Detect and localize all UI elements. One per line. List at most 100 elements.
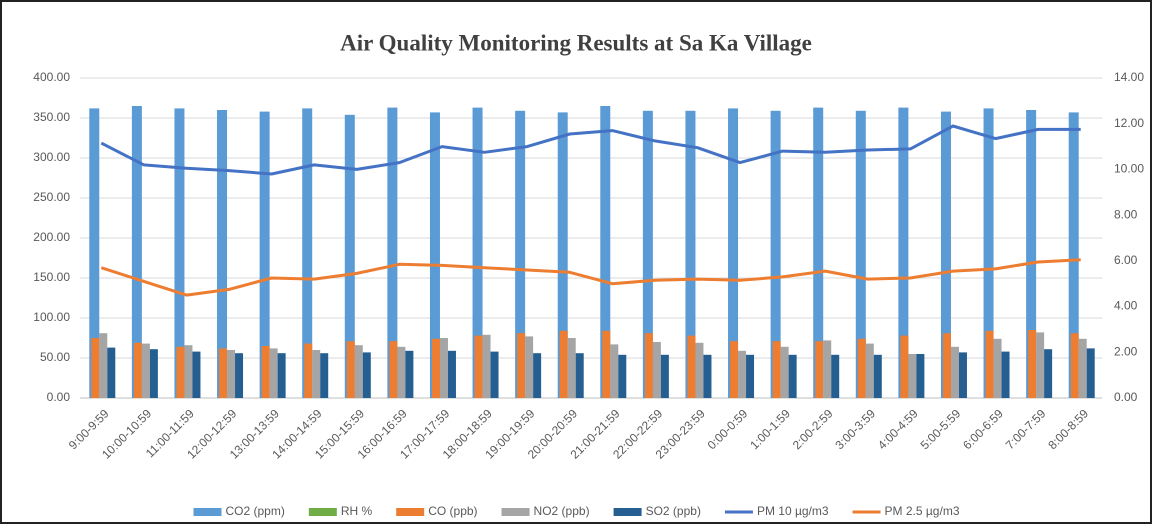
bar <box>515 110 526 399</box>
legend-label: NO2 (ppb) <box>534 504 590 518</box>
bar <box>993 338 1002 398</box>
y-tick-label: 400.00 <box>33 70 70 84</box>
bar <box>141 343 150 398</box>
bar <box>788 354 797 398</box>
bar <box>133 342 142 398</box>
y-tick-label: 350.00 <box>33 110 70 124</box>
bar <box>431 338 440 398</box>
bar <box>176 346 185 398</box>
bar <box>302 108 313 399</box>
bar <box>1068 112 1079 399</box>
bar <box>397 346 406 398</box>
bar <box>472 107 483 398</box>
bar <box>958 352 967 398</box>
bar <box>261 346 270 398</box>
bar <box>320 353 329 398</box>
legend-swatch <box>396 508 425 516</box>
bar <box>91 338 100 398</box>
bar <box>942 333 951 398</box>
bar <box>813 107 824 398</box>
bar <box>131 106 142 398</box>
bar <box>217 110 228 398</box>
y2-tick-label: 6.00 <box>1114 253 1138 267</box>
bar <box>227 350 236 398</box>
bar <box>192 351 201 398</box>
bar <box>517 333 526 398</box>
bar <box>1001 351 1010 398</box>
bar <box>312 350 321 398</box>
bar <box>940 111 951 398</box>
bar <box>950 346 959 398</box>
bar <box>1070 333 1079 398</box>
bar <box>474 335 483 398</box>
bar <box>983 108 994 399</box>
y-tick-label: 0.00 <box>47 390 71 404</box>
legend-swatch <box>613 508 642 516</box>
bar <box>703 354 712 398</box>
bar <box>857 338 866 398</box>
bar <box>1078 338 1087 398</box>
bar <box>823 340 832 398</box>
legend-swatch <box>308 508 337 516</box>
bar <box>730 341 739 398</box>
bar <box>610 344 619 398</box>
bar <box>855 110 866 399</box>
bar <box>746 354 755 398</box>
bar <box>269 348 278 398</box>
bar <box>99 333 108 398</box>
bar <box>575 353 584 398</box>
bar <box>557 112 568 399</box>
bar <box>1036 332 1045 398</box>
legend-label: CO2 (ppm) <box>226 504 285 518</box>
bar <box>482 334 491 398</box>
legend-label: RH % <box>341 504 373 518</box>
bar <box>439 338 448 398</box>
bar <box>695 342 704 398</box>
y2-tick-label: 8.00 <box>1114 207 1138 221</box>
bar <box>447 350 456 398</box>
bar <box>1044 349 1053 398</box>
bar <box>533 353 542 398</box>
bar <box>346 341 355 398</box>
y2-tick-label: 2.00 <box>1114 344 1138 358</box>
y2-tick-label: 0.00 <box>1114 390 1138 404</box>
bar <box>685 110 696 399</box>
legend-swatch <box>501 508 530 516</box>
bar <box>567 338 576 398</box>
y-tick-label: 100.00 <box>33 310 70 324</box>
chart-title: Air Quality Monitoring Results at Sa Ka … <box>340 30 812 55</box>
y2-tick-label: 10.00 <box>1114 162 1144 176</box>
bar <box>831 354 840 398</box>
bar <box>687 335 696 398</box>
bar <box>525 336 534 398</box>
bar <box>304 343 313 398</box>
bar <box>898 107 909 398</box>
line <box>100 258 1081 297</box>
y-tick-label: 300.00 <box>33 150 70 164</box>
bar <box>1028 330 1037 398</box>
legend-label: PM 2.5 µg/m3 <box>885 504 960 518</box>
bar <box>490 351 499 398</box>
legend-label: SO2 (ppb) <box>646 504 701 518</box>
bar <box>389 341 398 398</box>
bar <box>149 349 158 398</box>
y2-tick-label: 4.00 <box>1114 299 1138 313</box>
bar <box>728 108 739 399</box>
bar <box>772 341 781 398</box>
bar <box>652 342 661 398</box>
bar <box>429 112 440 399</box>
bar <box>900 335 909 398</box>
y-tick-label: 250.00 <box>33 190 70 204</box>
bar <box>354 345 363 398</box>
y2-tick-label: 12.00 <box>1114 116 1144 130</box>
bar <box>107 347 116 398</box>
bar <box>985 330 994 398</box>
legend-label: PM 10 µg/m3 <box>757 504 829 518</box>
bar <box>602 330 611 398</box>
bar <box>642 110 653 399</box>
bar <box>219 348 228 398</box>
y-tick-label: 150.00 <box>33 270 70 284</box>
bar <box>277 353 286 398</box>
